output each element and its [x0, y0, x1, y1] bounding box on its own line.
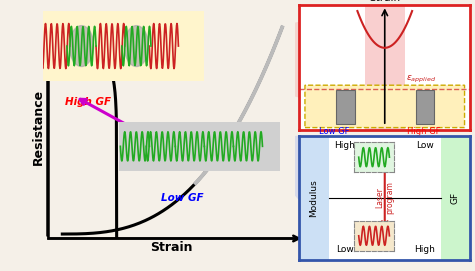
Text: Low: Low	[416, 141, 434, 150]
Text: Laser
program: Laser program	[375, 181, 394, 214]
Text: High GF: High GF	[65, 97, 111, 107]
Text: GF: GF	[451, 192, 460, 204]
X-axis label: Strain: Strain	[150, 241, 192, 254]
Text: High GF: High GF	[407, 127, 440, 136]
Bar	[299, 136, 329, 260]
Text: High: High	[414, 245, 435, 254]
Bar	[365, 5, 405, 130]
Y-axis label: Resistance: Resistance	[32, 89, 45, 165]
FancyBboxPatch shape	[305, 85, 465, 128]
Text: $\varepsilon_{applied}$: $\varepsilon_{applied}$	[407, 74, 437, 85]
Bar	[416, 90, 434, 124]
Text: Low GF: Low GF	[319, 127, 350, 136]
Ellipse shape	[69, 26, 94, 66]
Bar	[336, 90, 354, 124]
Text: High: High	[334, 141, 355, 150]
Text: Low GF: Low GF	[161, 193, 204, 203]
Text: Low: Low	[336, 245, 354, 254]
Text: Modulus: Modulus	[310, 179, 319, 217]
Ellipse shape	[124, 26, 149, 66]
Bar	[441, 136, 470, 260]
Text: Strain: Strain	[369, 0, 400, 4]
